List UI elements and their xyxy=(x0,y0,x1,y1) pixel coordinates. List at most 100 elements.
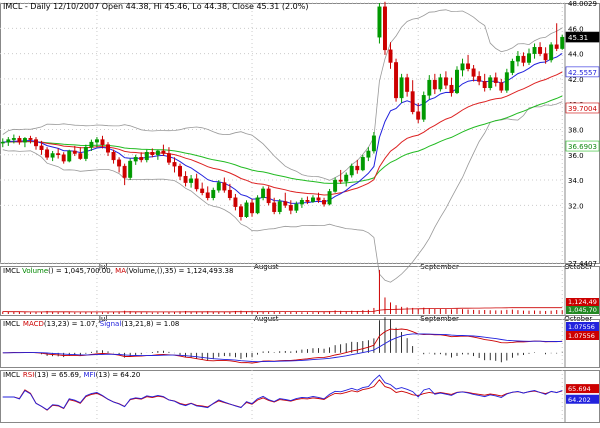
candle-body xyxy=(538,47,543,54)
candle-body xyxy=(305,200,310,202)
rsi-params: (13) xyxy=(34,371,49,379)
candle-body xyxy=(355,165,360,171)
candle-body xyxy=(432,79,437,90)
volume-ma-name: MA xyxy=(115,267,126,275)
volume-ma-value: = 1,124,493.38 xyxy=(176,267,233,275)
candle-body xyxy=(405,77,410,92)
candle-body xyxy=(388,49,393,63)
candle-body xyxy=(139,157,144,161)
candle-body xyxy=(250,202,255,214)
candle-body xyxy=(322,200,327,205)
rsi-ticker: IMCL xyxy=(3,371,20,379)
price-value-tag-label: 36.6903 xyxy=(568,143,597,151)
volume-paren: () xyxy=(48,267,54,275)
candle-body xyxy=(39,145,44,150)
price-frame xyxy=(0,3,600,264)
candle-body xyxy=(128,160,133,178)
candle-body xyxy=(11,138,16,140)
candle-body xyxy=(521,55,526,63)
candle-body xyxy=(83,146,88,159)
price-value-tag xyxy=(565,140,600,152)
candle-body xyxy=(100,139,105,145)
macd-line xyxy=(2,328,563,364)
candle-body xyxy=(410,91,415,113)
candle-body xyxy=(504,72,509,91)
candle-body xyxy=(161,150,166,154)
candle-body xyxy=(22,138,27,143)
price-y-tick-label: 32.0 xyxy=(568,202,584,210)
volume-ma-line xyxy=(2,307,563,313)
candle-body xyxy=(89,141,94,148)
candle-body xyxy=(477,76,482,82)
candle-body xyxy=(366,150,371,158)
rsi-tag-label: 65.694 xyxy=(568,385,591,393)
candle-body xyxy=(493,77,498,83)
candle-body xyxy=(28,138,33,140)
price-value-tag xyxy=(565,66,600,78)
candle-body xyxy=(532,47,537,54)
price-panel: 48.002946.044.042.040.038.036.034.032.02… xyxy=(0,0,600,283)
macd-tag-label: 1.07556 xyxy=(568,332,595,340)
candle-body xyxy=(510,60,515,73)
candle-body xyxy=(427,79,432,96)
candle-body xyxy=(316,197,321,201)
volume-ma-tag-label: 1,124,49 xyxy=(568,298,597,306)
candle-body xyxy=(327,191,332,205)
candle-body xyxy=(416,111,421,120)
candle-body xyxy=(399,77,404,99)
candle-body xyxy=(238,206,243,217)
price-y-tick-label: 34.0 xyxy=(568,177,584,185)
candle-body xyxy=(421,95,426,120)
candle-body xyxy=(560,36,565,49)
ma-slow-line xyxy=(2,95,563,184)
candle-body xyxy=(288,205,293,211)
signal-name: Signal xyxy=(100,320,122,328)
rsi-tag xyxy=(566,384,599,394)
candle-body xyxy=(111,151,116,161)
candle-body xyxy=(94,139,99,143)
candle-body xyxy=(277,201,282,212)
candle-body xyxy=(371,135,376,152)
candle-body xyxy=(554,44,559,49)
candle-body xyxy=(443,77,448,86)
candle-body xyxy=(515,55,520,62)
price-title: IMCL - Daily 12/10/2007 Open 44.38, Hi 4… xyxy=(3,2,308,11)
candle-body xyxy=(394,62,399,99)
candle-body xyxy=(272,202,277,212)
price-y-tick-label: 46.0 xyxy=(568,25,584,33)
candle-body xyxy=(299,200,304,205)
candle-body xyxy=(527,53,531,63)
volume-ma-paren: (Volume,(),35) xyxy=(126,267,177,275)
ticker-label: IMCL xyxy=(3,2,23,11)
candle-body xyxy=(471,68,476,77)
candle-body xyxy=(61,154,66,162)
upper-band-line xyxy=(2,9,563,181)
macd-label: IMCL MACD(13,23) = 1.07, Signal(13,21,8) … xyxy=(3,320,179,328)
rsi-name: RSI xyxy=(23,371,34,379)
candle-body xyxy=(155,150,160,156)
volume-label: IMCL Volume() = 1,045,700.00, MA(Volume,(… xyxy=(3,267,233,275)
volume-value: = 1,045,700.00, xyxy=(54,267,116,275)
price-y-tick-label: 44.0 xyxy=(568,51,584,59)
volume-tag xyxy=(566,306,599,314)
lower-band-line xyxy=(2,101,563,283)
candle-body xyxy=(360,157,365,171)
candle-body xyxy=(338,179,343,182)
candle-body xyxy=(117,159,122,167)
candle-body xyxy=(449,84,454,94)
price-y-tick-label: 27.4407 xyxy=(568,260,597,268)
candle-body xyxy=(333,179,338,192)
candle-body xyxy=(294,203,299,211)
candle-body xyxy=(150,151,155,156)
candle-body xyxy=(543,53,548,61)
macd-signal-tag-label: 1.07556 xyxy=(568,323,595,331)
candle-body xyxy=(106,144,110,153)
candle-body xyxy=(255,197,260,214)
candle-body xyxy=(222,182,227,191)
candle-body xyxy=(233,197,238,207)
volume-ma-tag xyxy=(566,298,599,306)
candle-body xyxy=(211,189,216,199)
candle-body xyxy=(549,44,554,61)
signal-params: (13,21,8) xyxy=(121,320,153,328)
